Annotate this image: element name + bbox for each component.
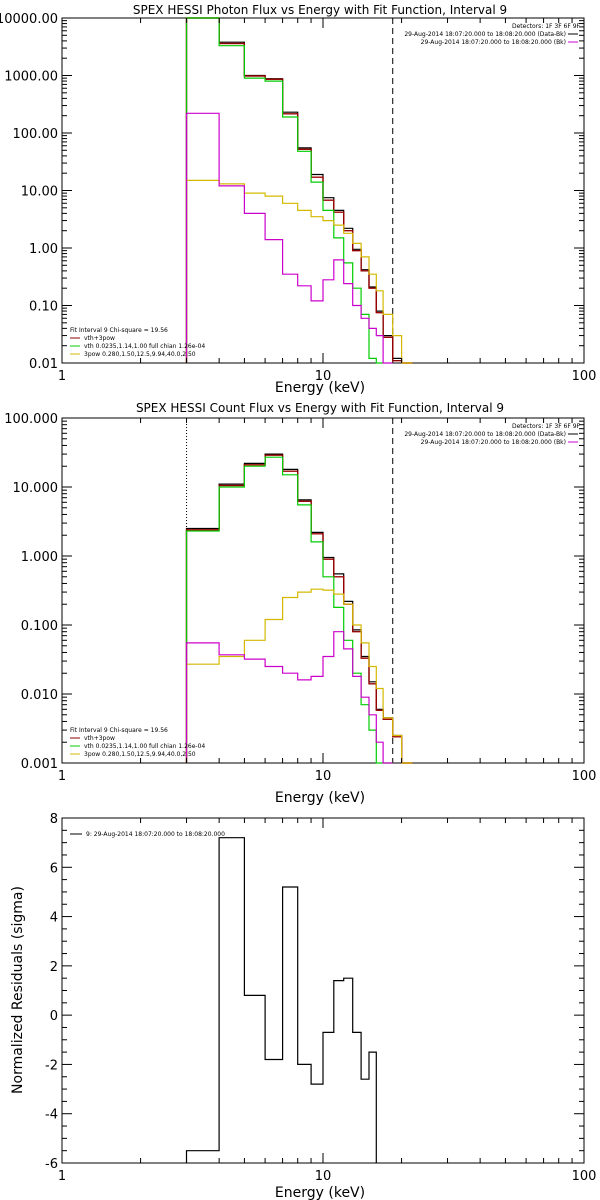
count-y-tick-label: 0.010	[21, 688, 58, 703]
photon-legend-bk: 29-Aug-2014 18:07:20.000 to 18:08:20.000…	[421, 39, 566, 46]
photon-legend-fit-interval: Fit Interval 9 Chi-square = 19.56	[70, 327, 168, 334]
photon-y-ticks: 0.01 0.10 1.00 10.00 100.00 1000.00 10000.00	[0, 12, 584, 372]
photon-legend-detectors: Detectors: 1F 3F 6F 9F	[512, 23, 581, 30]
photon-legend-3pow: 3pow 0.280,1.50,12.5,9.94,40.0,2.50	[84, 351, 196, 358]
residuals-x-tick-label: 100	[572, 1169, 597, 1184]
count-flux-panel: SPEX HESSI Count Flux vs Energy with Fit…	[4, 401, 596, 806]
photon-y-tick-label: 10.00	[21, 185, 58, 200]
photon-flux-panel: SPEX HESSI Photon Flux vs Energy with Fi…	[0, 3, 596, 396]
photon-chart-title: SPEX HESSI Photon Flux vs Energy with Fi…	[133, 3, 507, 17]
count-x-axis-label: Energy (keV)	[275, 790, 365, 806]
residuals-series-layer	[185, 837, 377, 1163]
count-series-layer	[185, 453, 413, 764]
count-y-ticks: 0.001 0.010 0.100 1.000 10.000 100.000	[4, 412, 584, 772]
count-x-ticks: 1 10 100	[58, 418, 597, 784]
count-chart-title: SPEX HESSI Count Flux vs Energy with Fit…	[136, 401, 504, 415]
photon-y-tick-label: 100.00	[13, 127, 59, 142]
count-legend-vth3pow: vth+3pow	[84, 735, 115, 742]
residuals-panel: 1 10 100 -6 -4 -2 0 2 4 6 8 Energy (keV) Normaliz…	[10, 812, 596, 1200]
residuals-y-tick-label: -4	[45, 1108, 58, 1123]
photon-x-ticks: 1 10 100	[58, 18, 597, 384]
residuals-y-tick-label: 2	[50, 960, 58, 975]
photon-series-4	[185, 179, 413, 364]
photon-y-tick-label: 1.00	[29, 242, 58, 257]
residuals-y-tick-label: -2	[45, 1058, 58, 1073]
residuals-y-tick-label: -6	[45, 1157, 58, 1172]
residuals-x-ticks: 1 10 100	[58, 818, 597, 1184]
residuals-y-ticks: -6 -4 -2 0 2 4 6 8	[45, 812, 584, 1172]
photon-x-axis-label: Energy (keV)	[275, 380, 365, 396]
photon-y-tick-label: 1000.00	[4, 70, 58, 85]
residuals-legend-top-left: 9: 29-Aug-2014 18:07:20.000 to 18:08:20.…	[70, 831, 225, 838]
count-legend-bk: 29-Aug-2014 18:07:20.000 to 18:08:20.000…	[421, 439, 566, 446]
residuals-legend-label: 9: 29-Aug-2014 18:07:20.000 to 18:08:20.…	[86, 831, 225, 838]
residuals-plot-frame	[61, 817, 585, 1164]
count-series-3	[185, 456, 393, 764]
count-y-tick-label: 0.100	[21, 619, 58, 634]
count-legend-fit-interval: Fit Interval 9 Chi-square = 19.56	[70, 727, 168, 734]
photon-x-tick-label: 1	[58, 369, 66, 384]
count-x-tick-label: 100	[572, 769, 597, 784]
residuals-x-axis-label: Energy (keV)	[275, 1185, 365, 1200]
count-y-tick-label: 1.000	[21, 550, 58, 565]
count-series-2	[185, 454, 413, 764]
count-legend-top-right: Detectors: 1F 3F 6F 9F 29-Aug-2014 18:07…	[404, 423, 580, 446]
photon-legend-data-bk: 29-Aug-2014 18:07:20.000 to 18:08:20.000…	[404, 31, 566, 38]
residuals-y-axis-label: Normalized Residuals (sigma)	[10, 886, 26, 1094]
photon-y-tick-label: 0.10	[29, 300, 58, 315]
count-y-tick-label: 10.000	[13, 481, 59, 496]
count-legend-vth: vth 0.0235,1.14,1.00 full chian 1.26e-04	[84, 743, 205, 750]
photon-y-tick-label: 0.01	[29, 357, 58, 372]
residuals-y-tick-label: 4	[50, 911, 58, 926]
photon-series-layer	[185, 17, 413, 364]
residuals-x-tick-label: 1	[58, 1169, 66, 1184]
count-series-4	[185, 588, 413, 764]
count-series-5	[185, 631, 393, 764]
residuals-x-tick-label: 10	[315, 1169, 332, 1184]
photon-legend-vth: vth 0.0235,1.14,1.00 full chian 1.26e-04	[84, 343, 205, 350]
count-y-tick-label: 100.000	[4, 412, 58, 427]
count-legend-3pow: 3pow 0.280,1.50,12.5,9.94,40.0,2.50	[84, 751, 196, 758]
photon-y-tick-label: 10000.00	[0, 12, 58, 27]
photon-series-3	[185, 17, 384, 364]
count-x-tick-label: 10	[315, 769, 332, 784]
count-legend-detectors: Detectors: 1F 3F 6F 9F	[512, 423, 581, 430]
photon-legend-vth3pow: vth+3pow	[84, 335, 115, 342]
residuals-y-tick-label: 6	[50, 861, 58, 876]
photon-x-tick-label: 10	[315, 369, 332, 384]
residuals-series-0	[185, 837, 377, 1163]
residuals-y-tick-label: 8	[50, 812, 58, 827]
count-y-tick-label: 0.001	[21, 757, 58, 772]
photon-series-0	[185, 17, 413, 364]
photon-x-tick-label: 100	[572, 369, 597, 384]
photon-vlines	[186, 18, 394, 363]
count-vlines	[186, 418, 394, 763]
photon-legend-top-right: Detectors: 1F 3F 6F 9F 29-Aug-2014 18:07…	[404, 23, 580, 46]
count-legend-data-bk: 29-Aug-2014 18:07:20.000 to 18:08:20.000…	[404, 431, 566, 438]
count-series-0	[185, 453, 413, 764]
count-legend-bottom-left: Fit Interval 9 Chi-square = 19.56 vth+3p…	[70, 727, 205, 758]
photon-series-5	[185, 112, 393, 364]
photon-legend-bottom-left: Fit Interval 9 Chi-square = 19.56 vth+3p…	[70, 327, 205, 358]
residuals-y-tick-label: 0	[50, 1009, 58, 1024]
count-x-tick-label: 1	[58, 769, 66, 784]
